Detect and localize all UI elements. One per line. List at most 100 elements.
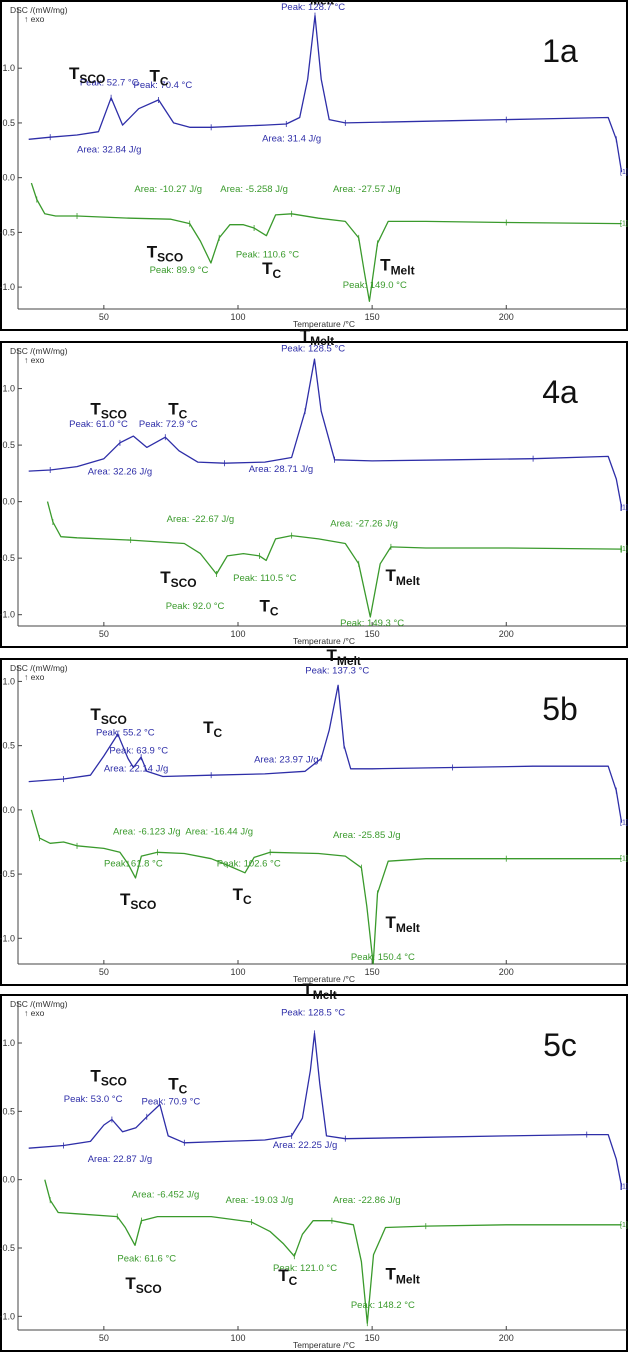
y-tick-label: -1.0 [0,1311,15,1321]
transition-label: TC [259,596,278,618]
y-axis-title: DSC /(mW/mg) [10,663,68,673]
peak-annotation: Peak: 61.6 °C [117,1254,176,1265]
dsc-panel-5c: DSC /(mW/mg)↑ exo 1.0 0.5 0.0 -0.5 -1.0 50 100 1… [0,980,628,1352]
peak-annotation: Peak: 70.4 °C [134,80,193,91]
heating-curve [28,358,623,508]
x-tick-label: 200 [499,312,514,322]
y-axis-exo-label: ↑ exo [24,672,45,682]
curve-end-marker: [1] [620,820,628,827]
transition-label: TC [149,66,168,88]
panel-label: 1a [542,33,578,69]
area-annotation: Area: 23.97 J/g [254,754,318,765]
transition-label-sub: SCO [101,1074,127,1088]
area-annotation: Area: 32.26 J/g [88,466,152,477]
panel-frame [0,341,628,648]
transition-label: TC [278,1266,297,1288]
y-tick-label: 1.0 [2,63,15,73]
panel-label: 5c [543,1027,577,1063]
peak-annotation: Peak: 110.5 °C [233,573,296,584]
transition-label-sub: C [270,604,279,618]
peak-annotation: Peak: 55.2 °C [96,727,155,738]
transition-label-main: T [300,326,311,345]
peak-annotation: Peak: 128.7 °C [281,2,345,13]
transition-label-main: T [147,243,158,262]
transition-label-sub: C [214,726,223,740]
y-tick-label: 0.0 [2,1175,15,1185]
area-annotation: Area: 31.4 J/g [262,134,321,145]
area-annotation: Area: -22.86 J/g [333,1195,401,1206]
panel-label: 5b [542,691,578,727]
area-annotation: Area: -27.26 J/g [330,519,398,530]
peak-annotation: Peak: 110.6 °C [236,250,299,261]
transition-label-main: T [262,259,273,278]
y-tick-label: -0.5 [0,553,15,563]
y-axis-exo-label: ↑ exo [24,1008,45,1018]
y-tick-label: 0.0 [2,173,15,183]
transition-label-main: T [168,400,179,419]
x-tick-label: 150 [365,967,380,977]
y-tick-label: 1.0 [2,676,15,686]
transition-label-sub: C [179,1082,188,1096]
x-axis-title: Temperature /°C [293,1340,355,1350]
transition-label-sub: Melt [391,264,415,278]
area-annotation: Area: -6.452 J/g [132,1189,200,1200]
transition-label-sub: Melt [396,1272,420,1286]
transition-label-main: T [380,256,391,275]
dsc-panel-5b: DSC /(mW/mg)↑ exo 1.0 0.5 0.0 -0.5 -1.0 50 100 1… [0,646,628,986]
y-tick-label: 0.5 [2,1106,15,1116]
peak-annotation: Peak: 148.2 °C [351,1300,415,1311]
cooling-curve [46,501,622,618]
transition-label-sub: Melt [396,574,420,588]
transition-label-main: T [160,568,171,587]
transition-label: TMelt [386,1264,420,1286]
transition-label-main: T [386,566,397,585]
transition-label-sub: SCO [157,251,183,265]
area-annotation: Area: -19.03 J/g [226,1195,294,1206]
transition-label-sub: SCO [171,576,197,590]
transition-label: TC [168,400,187,422]
area-annotation: Area: -27.57 J/g [333,184,401,195]
transition-label: TSCO [125,1274,161,1296]
transition-label: TSCO [69,64,105,86]
transition-label-main: T [168,1074,179,1093]
transition-label-main: T [120,890,131,909]
x-tick-label: 200 [499,967,514,977]
transition-label-sub: C [289,1274,298,1288]
area-annotation: Area: 22.87 J/g [88,1154,152,1165]
y-tick-label: -0.5 [0,869,15,879]
transition-label: TSCO [120,890,156,912]
transition-label-main: T [149,66,160,85]
transition-label-sub: Melt [310,0,334,7]
x-tick-label: 50 [99,312,109,322]
curve-end-marker: [1] [620,169,628,176]
area-annotation: Area: -25.85 J/g [333,830,401,841]
peak-annotation: Peak: 149.0 °C [343,280,407,291]
y-tick-label: 1.0 [2,1038,15,1048]
area-annotation: Area: -5.258 J/g [220,184,288,195]
curve-end-marker: [1] [620,856,628,863]
area-annotation: Area: -16.44 J/g [185,826,253,837]
curve-end-marker: [1] [620,1222,628,1229]
x-tick-label: 150 [365,312,380,322]
transition-label-main: T [278,1266,289,1285]
transition-label-main: T [300,0,311,4]
transition-label-sub: SCO [130,898,156,912]
dsc-panel-4a: DSC /(mW/mg)↑ exo 1.0 0.5 0.0 -0.5 -1.0 50 100 1… [0,326,628,648]
y-axis-title: DSC /(mW/mg) [10,999,68,1009]
x-axis-title: Temperature /°C [293,319,355,329]
transition-label: TSCO [90,1066,126,1088]
transition-label: TMelt [386,566,420,588]
cooling-curve [30,182,622,302]
x-tick-label: 100 [230,967,245,977]
transition-label: TC [233,885,252,907]
transition-label-sub: C [179,408,188,422]
peak-annotation: Peak: 128.5 °C [281,343,345,354]
peak-annotation: Peak: 149.3 °C [340,618,404,629]
y-tick-label: -1.0 [0,282,15,292]
area-annotation: Area: -10.27 J/g [134,184,202,195]
heating-curve [28,1032,623,1187]
transition-label-main: T [203,718,214,737]
area-annotation: Area: -6.123 J/g [113,826,181,837]
peak-annotation: Peak: 61.8 °C [104,858,163,869]
